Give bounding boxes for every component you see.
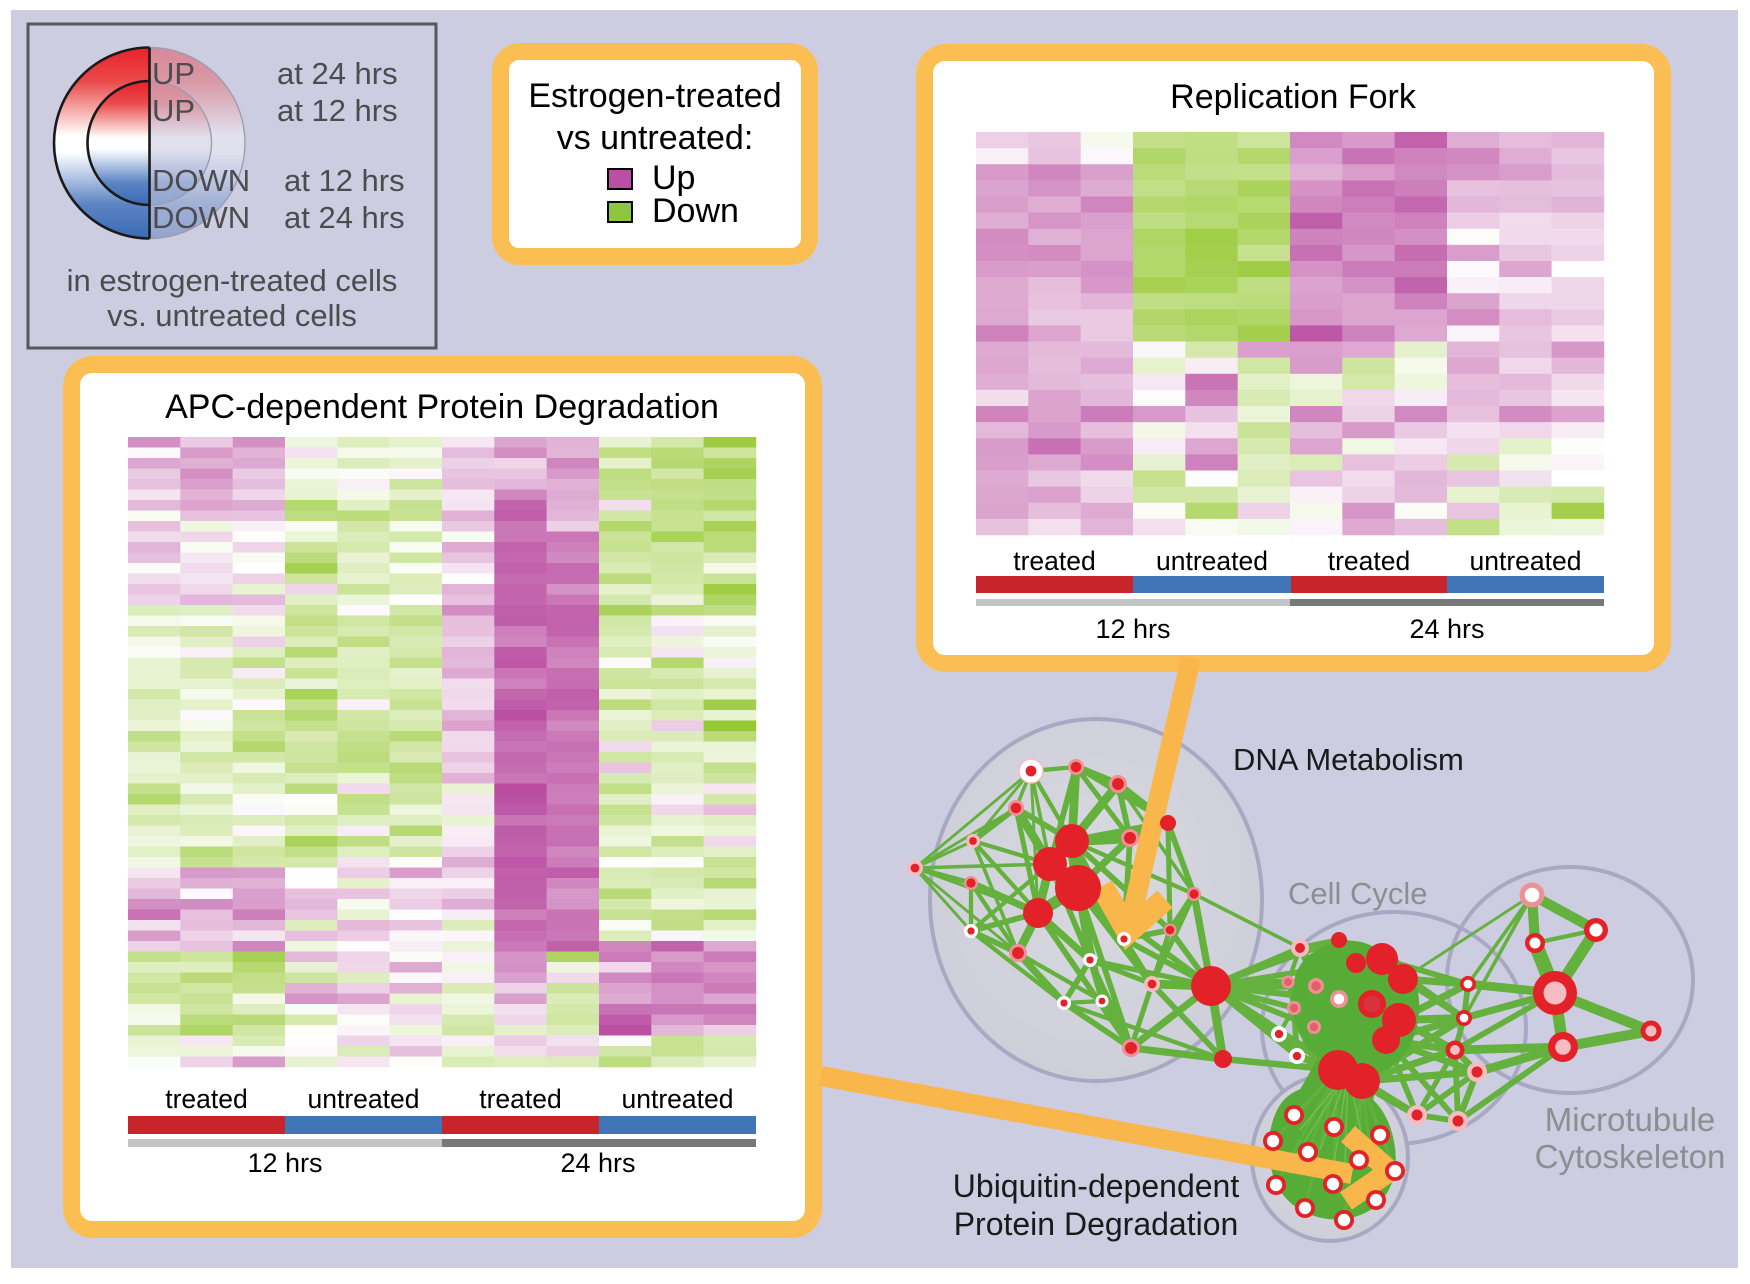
svg-text:Up: Up bbox=[652, 159, 695, 197]
svg-text:Ubiquitin-dependent: Ubiquitin-dependent bbox=[953, 1168, 1240, 1204]
svg-text:untreated: untreated bbox=[622, 1084, 734, 1114]
svg-text:12 hrs: 12 hrs bbox=[247, 1148, 322, 1178]
svg-text:UP: UP bbox=[152, 93, 195, 128]
svg-text:12 hrs: 12 hrs bbox=[1095, 614, 1170, 644]
svg-text:vs untreated:: vs untreated: bbox=[557, 119, 754, 157]
svg-text:at 24 hrs: at 24 hrs bbox=[284, 200, 405, 235]
svg-text:APC-dependent Protein Degradat: APC-dependent Protein Degradation bbox=[165, 388, 719, 426]
svg-text:Estrogen-treated: Estrogen-treated bbox=[528, 77, 781, 115]
svg-text:Cytoskeleton: Cytoskeleton bbox=[1535, 1138, 1726, 1175]
svg-text:at 12 hrs: at 12 hrs bbox=[284, 163, 405, 198]
svg-text:treated: treated bbox=[165, 1084, 248, 1114]
svg-text:Microtubule: Microtubule bbox=[1545, 1101, 1716, 1138]
svg-text:DNA Metabolism: DNA Metabolism bbox=[1233, 742, 1464, 777]
svg-text:treated: treated bbox=[1013, 546, 1096, 576]
svg-text:Protein Degradation: Protein Degradation bbox=[954, 1206, 1239, 1242]
svg-text:in estrogen-treated cells: in estrogen-treated cells bbox=[67, 263, 398, 298]
svg-text:vs. untreated cells: vs. untreated cells bbox=[107, 298, 357, 333]
svg-text:untreated: untreated bbox=[308, 1084, 420, 1114]
svg-text:untreated: untreated bbox=[1470, 546, 1582, 576]
svg-text:24 hrs: 24 hrs bbox=[1409, 614, 1484, 644]
svg-text:DOWN: DOWN bbox=[152, 200, 250, 235]
svg-text:Cell Cycle: Cell Cycle bbox=[1288, 876, 1428, 911]
svg-text:UP: UP bbox=[152, 56, 195, 91]
svg-text:DOWN: DOWN bbox=[152, 163, 250, 198]
svg-text:untreated: untreated bbox=[1156, 546, 1268, 576]
svg-text:at 12 hrs: at 12 hrs bbox=[277, 93, 398, 128]
svg-text:Down: Down bbox=[652, 192, 739, 230]
svg-text:treated: treated bbox=[479, 1084, 562, 1114]
svg-text:24 hrs: 24 hrs bbox=[560, 1148, 635, 1178]
svg-text:Replication Fork: Replication Fork bbox=[1170, 78, 1417, 116]
svg-text:at 24 hrs: at 24 hrs bbox=[277, 56, 398, 91]
svg-text:treated: treated bbox=[1328, 546, 1411, 576]
